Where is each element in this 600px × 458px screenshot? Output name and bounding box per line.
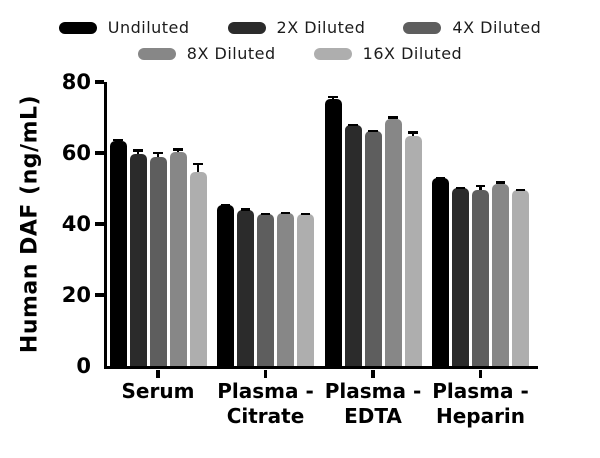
- legend-label: 4X Diluted: [452, 18, 542, 37]
- legend-item-undiluted: Undiluted: [58, 18, 190, 37]
- bar-2x-diluted: [344, 125, 362, 366]
- error-bar-stem: [479, 184, 482, 190]
- error-bar-cap: [300, 212, 311, 216]
- y-tick-label: 40: [61, 212, 91, 236]
- error-bar-cap: [515, 188, 526, 191]
- bar-2x-diluted: [237, 209, 254, 366]
- bar-16x-diluted: [512, 189, 529, 366]
- bar-16x-diluted: [189, 172, 207, 366]
- error-bar-stem: [196, 162, 200, 173]
- bar-4x-diluted: [149, 156, 167, 366]
- x-category-label-line: Plasma -: [432, 379, 529, 403]
- error-bar-cap: [348, 123, 358, 127]
- y-tick-label: 60: [61, 141, 91, 165]
- bar-8x-diluted: [492, 184, 509, 366]
- y-tick-label: 20: [61, 283, 91, 307]
- x-category-label: Plasma - Heparin: [416, 379, 546, 429]
- x-axis-tick: [156, 370, 160, 378]
- chart-legend: Undiluted 2X Diluted 4X Diluted 8X Diluted 1…: [0, 18, 600, 63]
- y-axis-tick: [95, 80, 104, 84]
- error-bar-cap: [435, 177, 446, 180]
- legend-item-8x-diluted: 8X Diluted: [137, 44, 276, 63]
- bar-undiluted: [217, 205, 234, 366]
- x-category-label-line: EDTA: [344, 404, 402, 428]
- error-bar-cap: [368, 129, 378, 133]
- error-bar-cap: [220, 204, 231, 207]
- error-bar-cap: [153, 151, 163, 155]
- bar-2x-diluted: [129, 154, 147, 366]
- error-bar-cap: [133, 149, 143, 152]
- error-bar-cap: [260, 212, 271, 216]
- legend-item-4x-diluted: 4X Diluted: [403, 18, 541, 37]
- bar-undiluted: [432, 178, 449, 366]
- bar-4x-diluted: [472, 189, 489, 366]
- error-bar-cap: [193, 162, 203, 166]
- bar-undiluted: [109, 140, 127, 366]
- x-axis-tick: [263, 370, 268, 378]
- x-category-label-line: Serum: [121, 379, 195, 403]
- x-category-label-line: Heparin: [435, 404, 526, 428]
- x-category-label-line: Plasma -: [324, 379, 422, 403]
- legend-label: 8X Diluted: [186, 44, 276, 63]
- y-tick-label: 0: [76, 354, 91, 378]
- error-bar-stem: [136, 149, 140, 155]
- y-tick-label: 80: [61, 70, 91, 94]
- error-bar-cap: [495, 181, 506, 184]
- y-axis-title: Human DAF (ng/mL): [17, 94, 43, 354]
- bar-4x-diluted: [364, 131, 382, 366]
- x-axis-tick: [371, 370, 375, 378]
- legend-row: Undiluted 2X Diluted 4X Diluted: [58, 18, 542, 37]
- y-axis-tick: [95, 222, 104, 226]
- error-bar-cap: [113, 138, 123, 142]
- x-category-label: Serum: [93, 379, 223, 404]
- bar-undiluted: [324, 98, 342, 366]
- error-bar-cap: [388, 116, 398, 119]
- plot-area: 0 20 40 60 80 Serum Plasma - Citrate Plasma - EDT…: [62, 70, 538, 428]
- bar-8x-diluted: [277, 213, 294, 366]
- legend-label: Undiluted: [107, 18, 190, 37]
- legend-swatch-icon: [137, 47, 176, 60]
- x-category-label: Plasma - EDTA: [308, 379, 438, 429]
- legend-swatch-icon: [58, 21, 97, 34]
- x-category-label-line: Plasma -: [217, 379, 314, 403]
- legend-row: 8X Diluted 16X Diluted: [137, 44, 463, 63]
- legend-item-2x-diluted: 2X Diluted: [227, 18, 366, 37]
- error-bar-cap: [173, 148, 183, 151]
- bar-16x-diluted: [404, 135, 422, 366]
- error-bar-cap: [455, 186, 466, 190]
- legend-swatch-icon: [313, 47, 352, 60]
- error-bar-cap: [328, 95, 338, 99]
- legend-label: 16X Diluted: [362, 44, 463, 63]
- legend-item-16x-diluted: 16X Diluted: [313, 44, 463, 63]
- x-axis-tick: [478, 370, 483, 378]
- x-category-label: Plasma - Citrate: [201, 379, 331, 429]
- error-bar-cap: [280, 211, 291, 215]
- error-bar-cap: [475, 184, 486, 188]
- bar-2x-diluted: [452, 188, 469, 366]
- error-bar-cap: [408, 131, 418, 134]
- bar-16x-diluted: [297, 214, 314, 366]
- bar-8x-diluted: [384, 118, 402, 366]
- error-bar-cap: [240, 208, 251, 211]
- legend-label: 2X Diluted: [276, 18, 366, 37]
- bar-4x-diluted: [257, 214, 274, 366]
- y-axis-tick: [95, 293, 104, 297]
- legend-swatch-icon: [227, 21, 266, 34]
- x-category-label-line: Citrate: [226, 404, 305, 428]
- legend-swatch-icon: [403, 21, 442, 34]
- bar-8x-diluted: [169, 151, 187, 366]
- y-axis-tick: [95, 151, 104, 155]
